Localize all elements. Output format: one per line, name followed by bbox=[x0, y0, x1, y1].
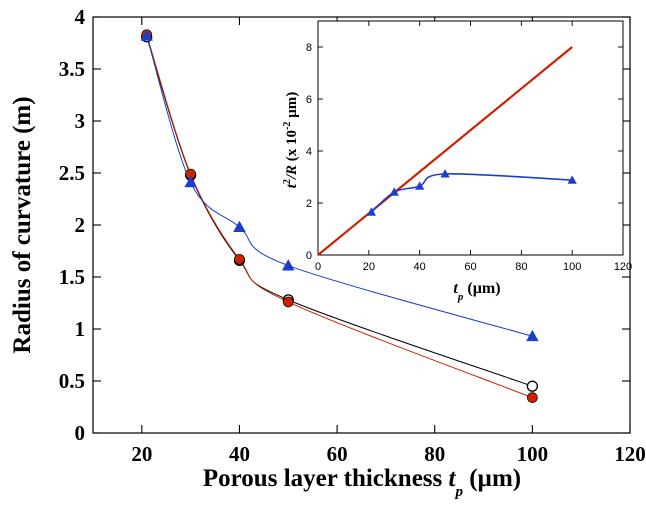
y-tick-label: 0.5 bbox=[59, 369, 85, 393]
inset-x-tick-label: 80 bbox=[515, 261, 527, 273]
inset-reference-line bbox=[317, 46, 573, 256]
inset-x-tick-label: 100 bbox=[563, 261, 581, 273]
x-tick-label: 60 bbox=[327, 442, 348, 466]
x-tick-label: 120 bbox=[614, 442, 646, 466]
inset-data-point bbox=[366, 207, 377, 216]
inset-data-marks bbox=[366, 169, 577, 216]
x-tick-label: 20 bbox=[131, 442, 152, 466]
y-tick-label: 4 bbox=[75, 5, 86, 29]
y-tick-label: 3.5 bbox=[59, 57, 85, 81]
x-tick-label: 100 bbox=[517, 442, 549, 466]
data-point-series-2 bbox=[282, 296, 294, 308]
inset-y-tick-label: 4 bbox=[306, 146, 312, 158]
data-point-series-3 bbox=[184, 175, 197, 188]
y-tick-label: 2 bbox=[75, 213, 86, 237]
inset-x-axis-label: tp (µm) bbox=[453, 280, 500, 303]
inset-x-tick-label: 0 bbox=[315, 261, 321, 273]
data-point-series-2 bbox=[527, 392, 538, 403]
inset-x-tick-label: 120 bbox=[614, 261, 632, 273]
y-tick-label: 2.5 bbox=[59, 161, 85, 185]
inset-data-point bbox=[389, 187, 399, 196]
inset-x-tick-label: 60 bbox=[464, 261, 476, 273]
inset-data-point bbox=[415, 181, 425, 190]
y-tick-label: 1 bbox=[75, 317, 86, 341]
data-point-series-1 bbox=[526, 380, 539, 392]
inset-y-tick-label: 0 bbox=[306, 250, 312, 262]
data-point-series-2 bbox=[234, 253, 245, 265]
main-data-marks bbox=[140, 29, 539, 403]
y-tick-label: 0 bbox=[75, 421, 86, 445]
inset-data-point bbox=[440, 169, 450, 178]
x-tick-label: 80 bbox=[424, 442, 445, 466]
main-y-axis-label: Radius of curvature (m) bbox=[9, 96, 36, 353]
inset-y-tick-label: 6 bbox=[306, 94, 312, 106]
y-tick-label: 1.5 bbox=[59, 265, 85, 289]
inset-lines bbox=[317, 46, 573, 256]
inset-y-axis-label: t2/R (x 10-2 µm) bbox=[282, 92, 300, 189]
data-point-series-3 bbox=[140, 29, 153, 41]
inset-background bbox=[318, 21, 623, 255]
data-point-series-3 bbox=[282, 259, 295, 271]
inset-fit-curve bbox=[370, 172, 573, 213]
inset-x-tick-label: 20 bbox=[363, 261, 375, 273]
inset-ticks: 0 20 40 60 80 100 120 0 2 4 6 8 bbox=[306, 21, 632, 273]
x-tick-label: 40 bbox=[229, 442, 250, 466]
inset-y-tick-label: 8 bbox=[306, 42, 312, 54]
data-point-series-3 bbox=[526, 329, 539, 342]
fit-curve-series-2 bbox=[146, 34, 533, 399]
inset-data-point bbox=[567, 175, 577, 184]
y-tick-label: 3 bbox=[75, 109, 86, 133]
main-x-axis-label: Porous layer thickness tp (µm) bbox=[203, 465, 521, 500]
data-point-series-3 bbox=[233, 220, 246, 232]
inset-x-tick-label: 40 bbox=[414, 261, 426, 273]
inset-y-tick-label: 2 bbox=[306, 198, 312, 210]
